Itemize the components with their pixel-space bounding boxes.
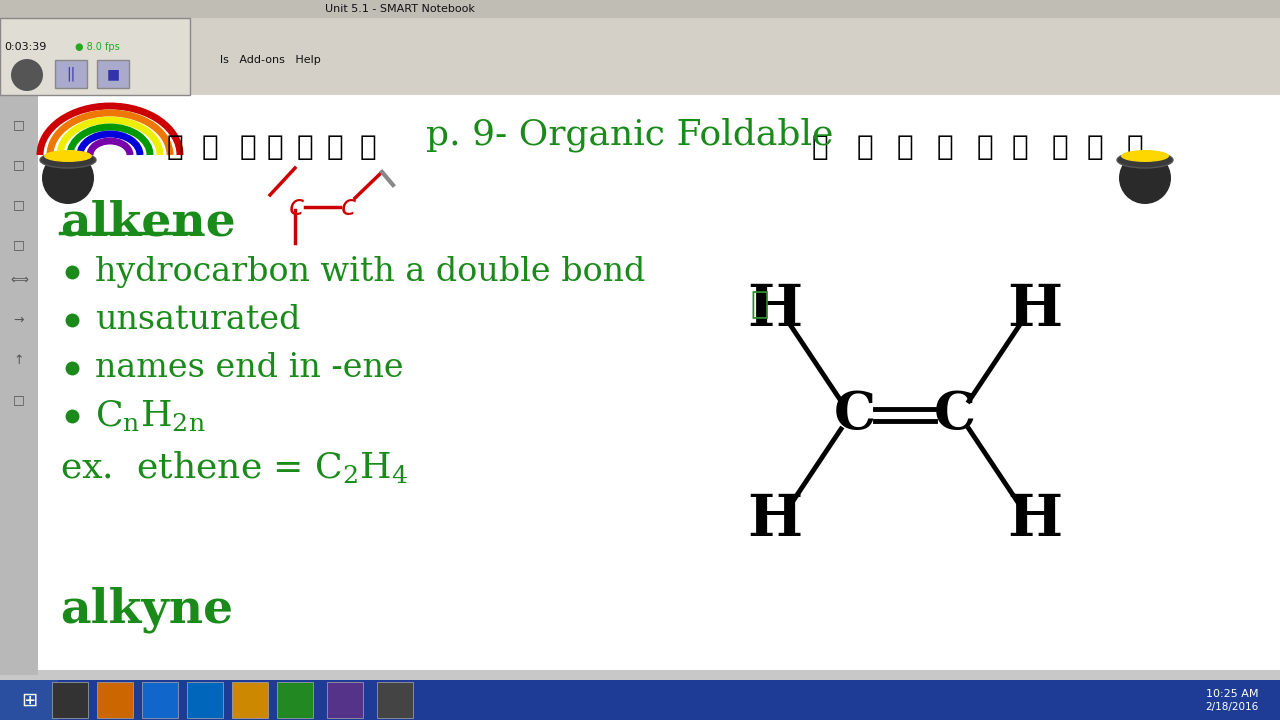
Text: →: → [14, 313, 24, 326]
Bar [189, 35, 1060, 90]
Text: 🍀: 🍀 [326, 133, 343, 161]
Text: □: □ [13, 199, 24, 212]
Text: alkene: alkene [60, 199, 236, 245]
Bar [0, 680, 1280, 720]
Text: 🍀: 🍀 [937, 133, 954, 161]
Text: 🍀: 🍀 [751, 290, 769, 320]
Bar [38, 95, 1280, 670]
Bar [0, 95, 38, 675]
Ellipse shape [1121, 150, 1169, 162]
Text: ■: ■ [106, 67, 119, 81]
Text: ex.  ethene = $\mathregular{C_2H_4}$: ex. ethene = $\mathregular{C_2H_4}$ [60, 450, 408, 486]
Text: 🍀: 🍀 [202, 133, 219, 161]
Text: unsaturated: unsaturated [95, 304, 301, 336]
Ellipse shape [1117, 152, 1172, 168]
Text: 🍀: 🍀 [266, 133, 283, 161]
Bar [378, 682, 413, 718]
Text: 🍀: 🍀 [1052, 133, 1069, 161]
Bar [0, 18, 189, 95]
Text: ||: || [67, 67, 76, 81]
Text: ⊞: ⊞ [20, 690, 37, 709]
Text: 🍀: 🍀 [1126, 133, 1143, 161]
Text: ● 8.0 fps: ● 8.0 fps [76, 42, 120, 52]
Text: ⟺: ⟺ [10, 274, 28, 287]
Text: 🍀: 🍀 [297, 133, 314, 161]
Text: 0:03:39: 0:03:39 [4, 42, 46, 52]
Text: 🍀: 🍀 [1011, 133, 1028, 161]
Text: 🍀: 🍀 [812, 133, 828, 161]
Text: □: □ [13, 119, 24, 132]
Text: hydrocarbon with a double bond: hydrocarbon with a double bond [95, 256, 645, 288]
Text: 10:25 AM: 10:25 AM [1206, 689, 1258, 699]
Circle shape [12, 59, 44, 91]
Text: H: H [748, 492, 803, 548]
Ellipse shape [44, 150, 92, 162]
Text: C: C [934, 390, 977, 441]
Text: 2/18/2016: 2/18/2016 [1206, 702, 1258, 712]
Bar [55, 60, 87, 88]
Bar [97, 60, 129, 88]
Text: names end in -ene: names end in -ene [95, 352, 403, 384]
Text: alkyne: alkyne [60, 587, 233, 634]
Bar [52, 682, 88, 718]
Text: □: □ [13, 158, 24, 171]
Text: 🍀: 🍀 [897, 133, 914, 161]
Text: 🍀: 🍀 [239, 133, 256, 161]
Bar [187, 682, 223, 718]
Text: H: H [748, 282, 803, 338]
Text: □: □ [13, 238, 24, 251]
Bar [326, 682, 364, 718]
Text: ↑: ↑ [14, 354, 24, 366]
Text: 🍀: 🍀 [1087, 133, 1103, 161]
Bar [142, 682, 178, 718]
Bar [276, 682, 314, 718]
Bar [0, 680, 58, 720]
Text: 🍀: 🍀 [166, 133, 183, 161]
Text: 🍀: 🍀 [360, 133, 376, 161]
Text: H: H [1007, 282, 1062, 338]
Bar [97, 682, 133, 718]
Bar [0, 0, 1280, 18]
Text: p. 9- Organic Foldable: p. 9- Organic Foldable [426, 118, 833, 152]
Bar [232, 682, 268, 718]
Bar [0, 0, 1280, 95]
Text: Unit 5.1 - SMART Notebook: Unit 5.1 - SMART Notebook [325, 4, 475, 14]
Text: ls   Add-ons   Help: ls Add-ons Help [220, 55, 321, 65]
Text: 🍀: 🍀 [977, 133, 993, 161]
Ellipse shape [1119, 152, 1171, 204]
Text: H: H [1007, 492, 1062, 548]
Text: C: C [835, 390, 876, 441]
Text: c: c [288, 193, 303, 221]
Ellipse shape [42, 152, 93, 204]
Ellipse shape [40, 152, 96, 168]
Text: c: c [340, 193, 356, 221]
Text: $\mathregular{C_nH_{2n}}$: $\mathregular{C_nH_{2n}}$ [95, 398, 206, 433]
Text: 🍀: 🍀 [856, 133, 873, 161]
Text: □: □ [13, 394, 24, 407]
